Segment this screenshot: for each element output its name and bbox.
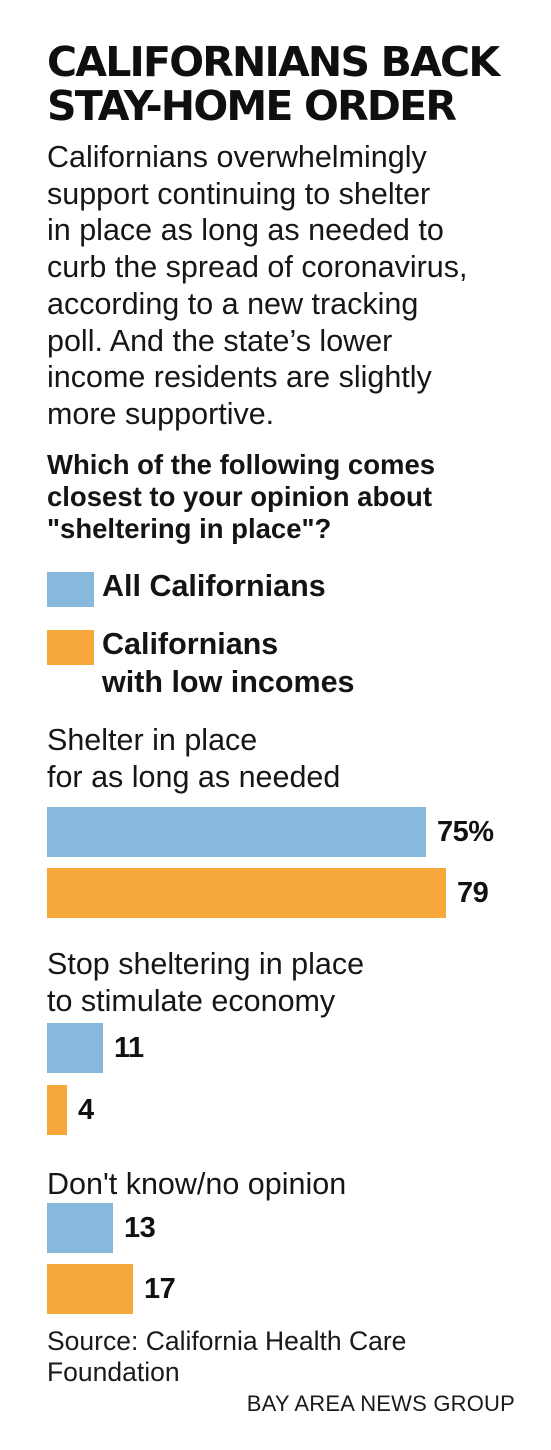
category-label-line: to stimulate economy [47,983,336,1018]
legend-swatch [47,630,94,665]
source-line: Foundation [47,1356,180,1387]
question-line: "sheltering in place"? [47,513,332,544]
source-note: Source: California Health Care Foundatio… [47,1326,406,1387]
intro-line: in place as long as needed to [47,213,444,248]
title-line-2: STAY-HOME ORDER [47,82,457,130]
intro-line: Californians overwhelmingly [47,140,427,174]
survey-question: Which of the following comes closest to … [47,449,547,545]
bar-value-label: 75% [437,816,494,848]
legend-label: All Californians [102,567,326,605]
bar-value-label: 79 [457,877,489,909]
legend-label-line: with low incomes [102,665,355,699]
intro-line: curb the spread of coronavirus, [47,250,468,285]
intro-line: poll. And the state’s lower [47,323,393,358]
intro-text: Californians overwhelmingly support cont… [47,139,547,433]
bar-value-label: 11 [114,1032,144,1064]
category-label-line: Stop sheltering in place [47,947,365,981]
bar [47,807,426,857]
chart-title: CALIFORNIANS BACK STAY-HOME ORDER [47,40,537,128]
legend-label: Californians with low incomes [102,625,355,701]
legend-swatch [47,572,94,607]
question-line: closest to your opinion about [47,481,432,512]
category-label: Don't know/no opinion [47,1166,346,1203]
category-label-line: Shelter in place [47,723,258,757]
category-label-line: Don't know/no opinion [47,1167,347,1201]
intro-line: income residents are slightly [47,360,432,395]
bar [47,868,446,918]
bar [47,1023,103,1073]
title-line-1: CALIFORNIANS BACK [47,38,500,86]
category-label-line: for as long as needed [47,759,341,794]
bar-value-label: 13 [124,1212,156,1244]
bar [47,1264,133,1314]
question-line: Which of the following comes [47,449,436,480]
intro-line: more supportive. [47,396,275,431]
publisher-credit: BAY AREA NEWS GROUP [246,1391,515,1416]
source-line: Source: California Health Care [47,1326,407,1356]
bar-value-label: 4 [78,1094,94,1126]
category-label: Stop sheltering in place to stimulate eco… [47,946,364,1019]
legend-label-line: Californians [102,627,279,661]
legend-label-line: All Californians [102,569,326,603]
bar-value-label: 17 [144,1273,176,1305]
bar [47,1085,67,1135]
bar [47,1203,113,1253]
intro-line: support continuing to shelter [47,176,431,211]
category-label: Shelter in place for as long as needed [47,722,340,795]
intro-line: according to a new tracking [47,286,419,321]
